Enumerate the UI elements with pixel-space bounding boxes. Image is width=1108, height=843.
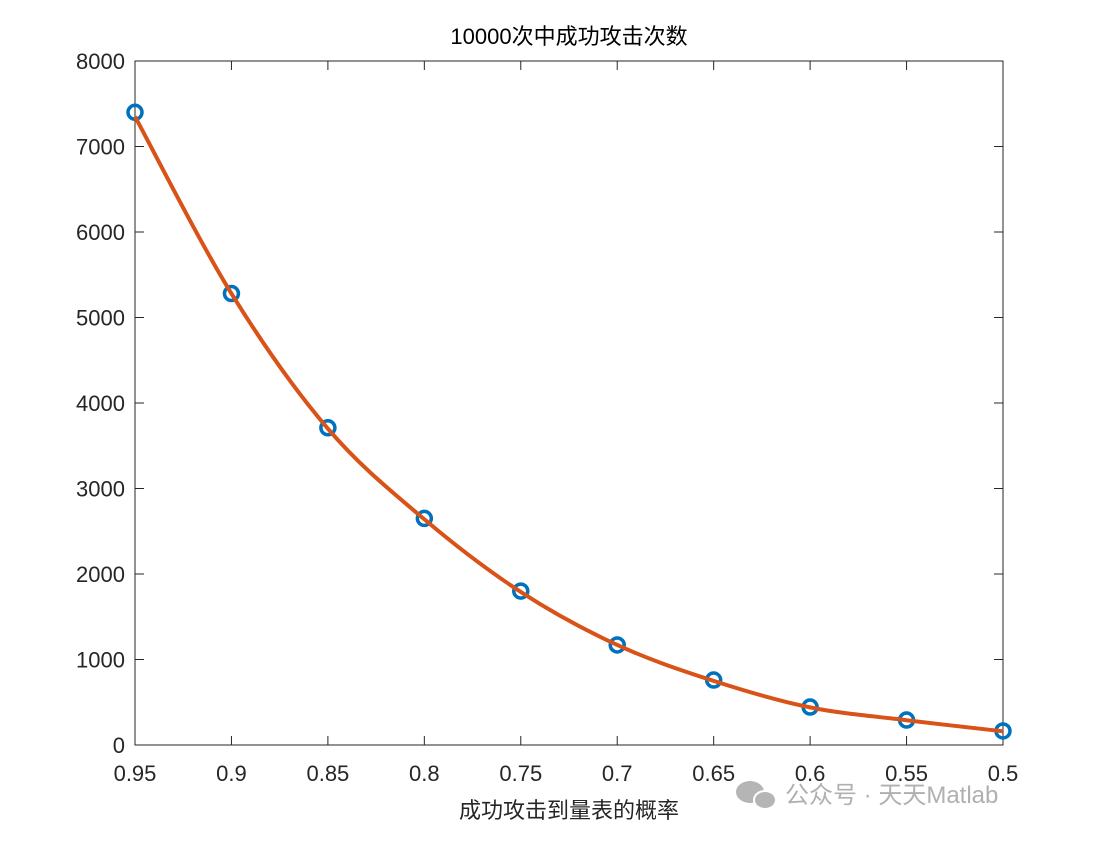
y-tick-label: 3000 <box>76 477 125 502</box>
y-tick-label: 4000 <box>76 391 125 416</box>
y-tick-label: 6000 <box>76 220 125 245</box>
data-point <box>415 509 434 528</box>
y-tick-label: 0 <box>113 733 125 758</box>
watermark: 公众号 · 天天Matlab <box>785 782 998 809</box>
y-tick-label: 5000 <box>76 306 125 331</box>
x-tick-label: 0.8 <box>409 761 440 786</box>
x-tick-label: 0.5 <box>988 761 1019 786</box>
x-tick-label: 0.75 <box>499 761 542 786</box>
data-point <box>608 636 626 654</box>
x-tick-label: 0.9 <box>216 761 247 786</box>
data-point <box>319 419 337 437</box>
data-point <box>512 582 530 600</box>
y-tick-label: 8000 <box>76 49 125 74</box>
x-axis-label: 成功攻击到量表的概率 <box>459 798 679 823</box>
x-tick-label: 0.7 <box>602 761 633 786</box>
x-tick-label: 0.55 <box>885 761 928 786</box>
y-tick-label: 1000 <box>76 648 125 673</box>
chart-title: 10000次中成功攻击次数 <box>450 24 687 49</box>
line <box>133 115 1004 734</box>
x-tick-label: 0.65 <box>692 761 735 786</box>
x-tick-label: 0.95 <box>114 761 157 786</box>
data-point <box>222 284 241 303</box>
watermark-icon <box>736 781 777 810</box>
x-tick-label: 0.6 <box>795 761 826 786</box>
x-tick-label: 0.85 <box>306 761 349 786</box>
y-tick-label: 2000 <box>76 562 125 587</box>
y-tick-label: 7000 <box>76 135 125 160</box>
